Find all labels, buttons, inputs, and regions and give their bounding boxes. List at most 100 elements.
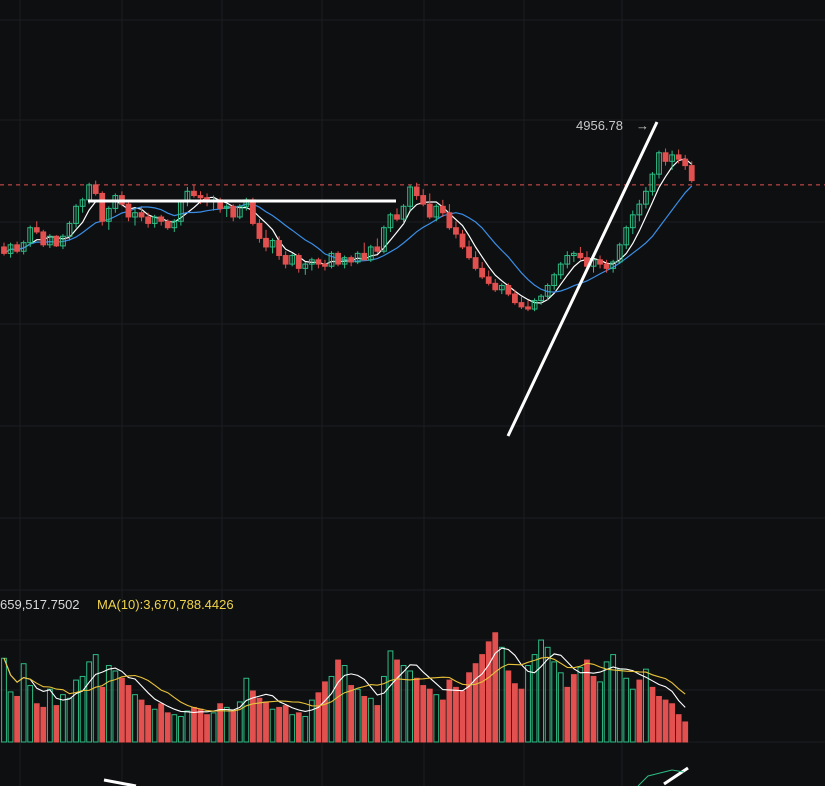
volume-bar: [485, 641, 492, 743]
candle: [7, 242, 14, 258]
candle: [662, 148, 669, 166]
candle: [413, 182, 420, 200]
volume-bar: [433, 694, 440, 743]
candle: [308, 257, 315, 271]
volume-bar: [315, 692, 322, 743]
lower-pane-line-left: [103, 778, 137, 786]
candle: [230, 204, 237, 222]
candle-body: [99, 192, 106, 222]
volume-bar: [420, 685, 427, 743]
candle: [138, 206, 145, 222]
candle-body: [40, 231, 47, 246]
candle: [328, 251, 335, 269]
volume-bar: [223, 706, 230, 743]
candle-body: [269, 240, 276, 248]
volume-bar: [400, 665, 407, 743]
volume-bar: [577, 666, 584, 743]
volume-bars: [1, 632, 689, 743]
candle: [125, 199, 132, 222]
candle-body: [374, 246, 381, 252]
volume-bar: [184, 710, 191, 743]
candle: [302, 261, 309, 275]
candle: [649, 172, 656, 196]
candle-body: [27, 227, 34, 244]
volume-bar: [381, 675, 387, 743]
candle: [577, 246, 584, 260]
candle-body: [92, 184, 99, 194]
volume-bar: [538, 639, 545, 743]
volume-bar: [518, 688, 525, 743]
ma10-legend: MA(10):3,670,788.4426: [97, 597, 234, 612]
candle-body: [466, 246, 472, 259]
volume-bar: [164, 712, 171, 743]
candle-body: [426, 203, 433, 218]
candle-body: [407, 186, 414, 207]
volume-bar: [361, 695, 368, 743]
candle-body: [433, 205, 440, 218]
volume-bar: [230, 710, 237, 743]
candle-body: [322, 263, 328, 267]
volume-bar: [616, 668, 623, 743]
candle: [92, 180, 99, 196]
candle: [276, 236, 283, 260]
volume-bar: [610, 654, 617, 743]
volume-bar: [14, 695, 20, 743]
candle-body: [53, 235, 60, 247]
candle: [479, 261, 486, 280]
volume-bar: [682, 721, 689, 743]
volume-bar: [629, 688, 636, 743]
candle: [66, 221, 73, 241]
candle-body: [105, 207, 112, 222]
candle: [426, 193, 433, 220]
candle: [557, 261, 564, 280]
candle: [361, 242, 368, 261]
candle: [459, 229, 466, 250]
candle: [682, 154, 689, 170]
candle: [669, 150, 676, 170]
candle: [610, 259, 617, 273]
candle-body: [662, 152, 669, 162]
candle: [636, 199, 643, 222]
volume-bar: [197, 708, 204, 743]
volume-bar: [236, 701, 243, 743]
volume-bar: [322, 681, 328, 743]
candle: [387, 212, 394, 232]
volume-bar: [492, 632, 499, 743]
candle: [675, 149, 682, 164]
candle-body: [20, 242, 27, 252]
candle: [407, 184, 414, 211]
candle: [498, 283, 505, 295]
volume-bar: [112, 670, 119, 743]
lower-pane-line-right: [663, 766, 689, 786]
volume-bar: [335, 659, 341, 743]
high-price-arrow: →: [636, 118, 649, 133]
volume-bar: [60, 694, 66, 743]
candle-body: [308, 259, 315, 265]
candle: [263, 229, 269, 252]
candle: [223, 204, 230, 217]
candle-body: [125, 203, 132, 218]
candle-body: [60, 235, 66, 247]
candle-body: [348, 257, 355, 263]
volume-ma5-line: [3, 647, 686, 714]
candle-body: [512, 293, 518, 304]
candle-body: [236, 205, 243, 218]
candle-body: [544, 284, 551, 297]
volume-bar: [662, 699, 669, 743]
volume-bar: [570, 674, 577, 743]
candle-body: [629, 214, 636, 229]
candle: [505, 283, 512, 297]
candle-body: [381, 227, 387, 252]
volume-bar: [505, 670, 512, 743]
volume-bar: [73, 679, 79, 743]
candle: [512, 289, 518, 305]
candle-body: [387, 214, 394, 229]
volume-bar: [387, 650, 394, 743]
annotation-lines: [88, 121, 659, 437]
candle-body: [14, 244, 20, 252]
candle: [597, 255, 603, 269]
volume-bar: [243, 677, 250, 743]
candle: [466, 240, 472, 260]
